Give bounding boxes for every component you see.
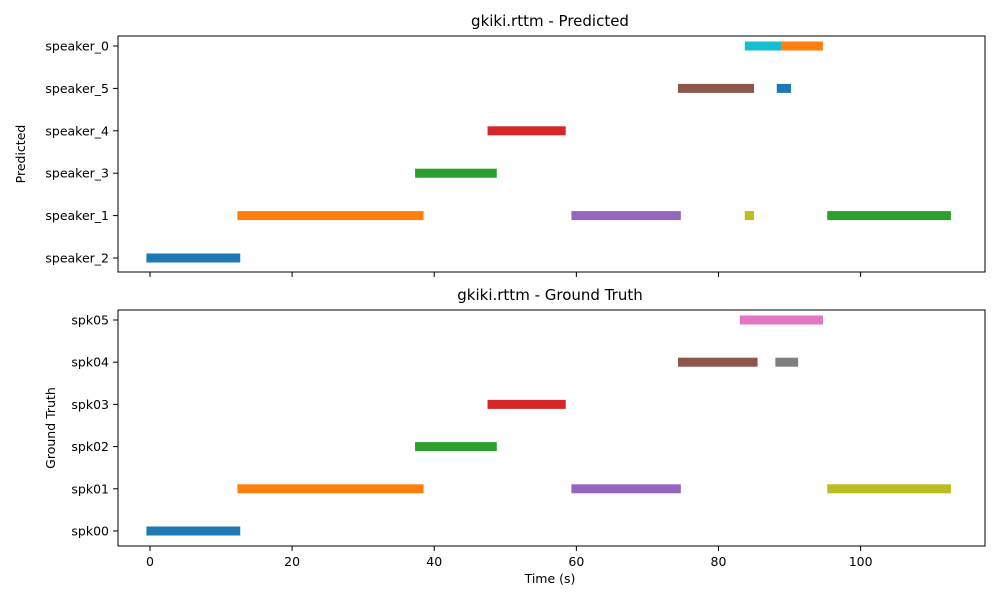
segment-bar-spk01-8 — [827, 484, 951, 494]
segment-bar-speaker_0-9 — [781, 41, 823, 51]
segment-bar-speaker_3-2 — [415, 168, 497, 178]
segment-bar-spk02-2 — [415, 442, 497, 452]
segment-bar-spk01-1 — [237, 484, 424, 494]
segment-bar-speaker_4-3 — [487, 126, 566, 136]
segment-bar-speaker_0-6 — [744, 41, 787, 51]
chart-title-predicted: gkiki.rttm - Predicted — [471, 12, 629, 30]
x-tick-label-ground-truth-60: 60 — [568, 554, 584, 569]
subplot-predicted: gkiki.rttm - Predicted Predicted speaker… — [13, 12, 986, 277]
ticks-ground-truth: 0 20 40 60 80 100 spk00 spk01 spk02 spk03 spk04 spk… — [71, 313, 872, 570]
segment-bar-spk00-0 — [146, 526, 241, 536]
y-tick-label-spk04: spk04 — [71, 355, 109, 370]
y-axis-label-ground-truth: Ground Truth — [43, 387, 58, 469]
y-tick-label-speaker_4: speaker_4 — [45, 123, 109, 138]
x-tick-label-ground-truth-40: 40 — [426, 554, 442, 569]
plot-frame-predicted — [117, 35, 986, 273]
y-tick-label-spk01: spk01 — [71, 481, 109, 496]
y-tick-label-spk02: spk02 — [71, 439, 109, 454]
segment-bar-spk05-6 — [739, 315, 823, 325]
segment-bar-speaker_5-5 — [677, 83, 755, 93]
segment-bar-spk01-4 — [571, 484, 681, 494]
segment-bar-spk03-3 — [487, 399, 566, 409]
segment-bar-speaker_1-4 — [571, 211, 681, 221]
x-tick-label-ground-truth-0: 0 — [146, 554, 154, 569]
bars-predicted — [146, 41, 951, 263]
plot-frame-ground-truth — [117, 309, 986, 547]
segment-bar-spk04-5 — [677, 357, 758, 367]
segment-bar-spk04-7 — [775, 357, 799, 367]
y-tick-label-spk03: spk03 — [71, 397, 109, 412]
segment-bar-speaker_2-0 — [146, 253, 241, 263]
y-tick-label-speaker_0: speaker_0 — [45, 39, 109, 54]
subplot-ground-truth: gkiki.rttm - Ground Truth Ground Truth T… — [43, 286, 986, 586]
x-tick-label-ground-truth-100: 100 — [849, 554, 873, 569]
y-tick-label-spk00: spk00 — [71, 524, 109, 539]
x-tick-label-ground-truth-20: 20 — [284, 554, 300, 569]
segment-bar-speaker_1-1 — [237, 211, 424, 221]
bars-ground-truth — [146, 315, 951, 536]
segment-bar-speaker_5-8 — [776, 83, 791, 93]
chart-title-ground-truth: gkiki.rttm - Ground Truth — [457, 286, 642, 304]
segment-bar-speaker_1-10 — [827, 211, 951, 221]
y-axis-label-predicted: Predicted — [13, 125, 28, 184]
y-tick-label-speaker_2: speaker_2 — [45, 251, 109, 266]
ticks-predicted: speaker_2 speaker_1 speaker_3 speaker_4 spea… — [45, 39, 862, 277]
segment-bar-speaker_1-7 — [744, 211, 755, 221]
y-tick-label-speaker_3: speaker_3 — [45, 166, 109, 181]
x-tick-label-ground-truth-80: 80 — [711, 554, 727, 569]
x-axis-label-ground-truth: Time (s) — [524, 571, 576, 586]
y-tick-label-spk05: spk05 — [71, 313, 109, 328]
y-tick-label-speaker_5: speaker_5 — [45, 81, 109, 96]
y-tick-label-speaker_1: speaker_1 — [45, 208, 109, 223]
